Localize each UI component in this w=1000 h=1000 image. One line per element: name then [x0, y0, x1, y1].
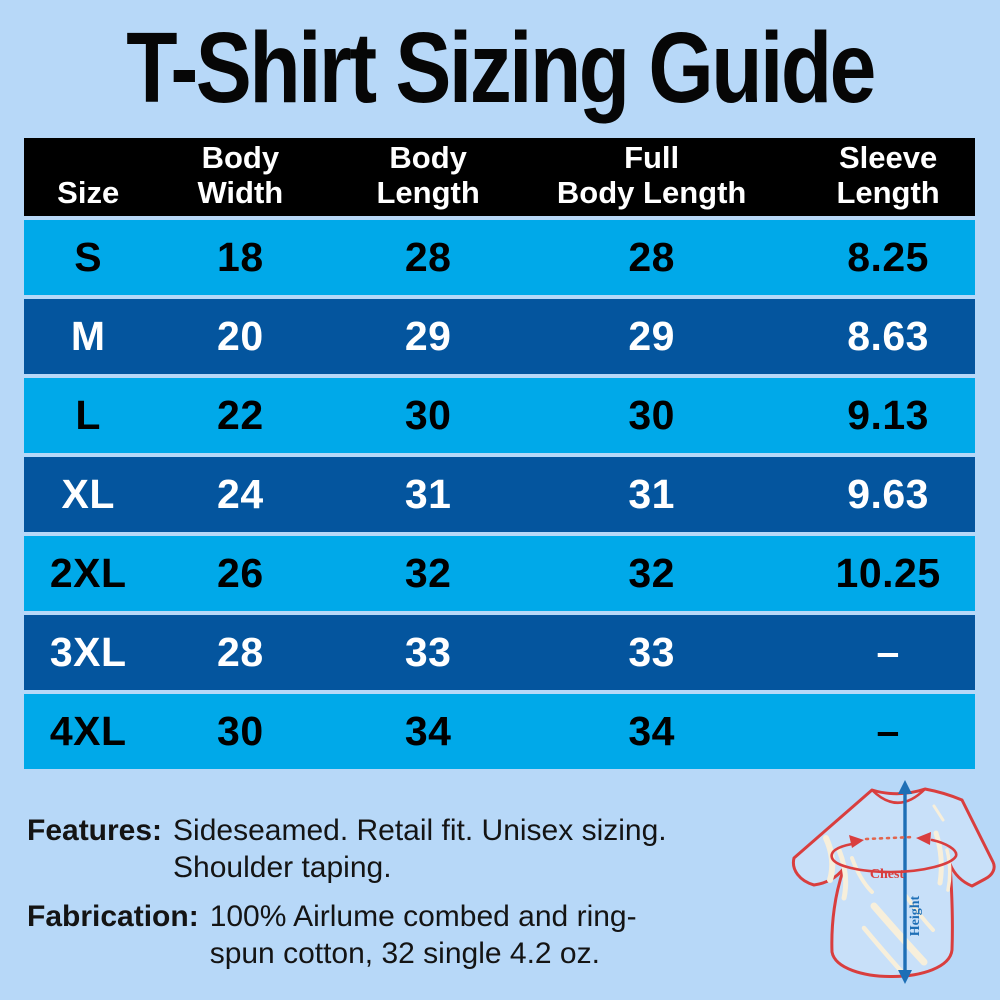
cell-sleeve_length: 8.63 — [847, 313, 929, 359]
column-header-full_body_length: Full Body Length — [556, 140, 747, 210]
cell-full_body_length: 33 — [628, 629, 675, 675]
cell-full_body_length: 30 — [628, 392, 675, 438]
height-arrow — [898, 780, 912, 984]
chest-arrow-left — [849, 835, 864, 848]
fabric-highlights — [823, 804, 952, 975]
cell-size: 4XL — [49, 708, 127, 754]
cell-sleeve_length: 10.25 — [835, 550, 941, 596]
cell-sleeve_length: 8.25 — [847, 234, 929, 280]
cell-body_width: 20 — [217, 313, 264, 359]
fabrication-line1: 100% Airlume combed and ring- — [209, 900, 637, 933]
features-note: Features: Sideseamed. Retail fit. Unisex… — [27, 812, 797, 886]
size-table: Size Body Width Body Length Full Body Length Sl… — [24, 138, 975, 769]
chest-dotted-line — [864, 835, 916, 841]
chest-loop — [830, 832, 958, 874]
size-row-S: S 18 28 28 8.25 — [24, 220, 975, 295]
cell-body_width: 28 — [217, 629, 264, 675]
column-header-sleeve_length: Sleeve Length — [836, 140, 940, 210]
cell-full_body_length: 31 — [628, 471, 675, 517]
cell-body_length: 29 — [404, 313, 452, 359]
fabrication-line2: spun cotton, 32 single 4.2 oz. — [209, 937, 600, 970]
cell-body_length: 30 — [404, 392, 452, 438]
cell-body_length: 28 — [404, 234, 452, 280]
column-header-body_length: Body Length — [376, 140, 480, 210]
cell-size: 2XL — [49, 550, 127, 596]
collar-line — [871, 788, 926, 804]
cell-full_body_length: 28 — [628, 234, 675, 280]
cell-full_body_length: 32 — [628, 550, 675, 596]
cell-full_body_length: 29 — [628, 313, 675, 359]
fabrication-label: Fabrication: — [27, 900, 199, 933]
table-body: S 18 28 28 8.25 M 20 29 29 8.63 L 22 30 30 9.13 XL 24 31 3… — [24, 220, 975, 769]
size-row-L: L 22 30 30 9.13 — [24, 378, 975, 453]
features-label: Features: — [27, 814, 163, 847]
table-header-row: Size Body Width Body Length Full Body Length Sl… — [24, 138, 975, 216]
column-header-size: Size — [57, 175, 120, 210]
cell-sleeve_length: 9.13 — [847, 392, 929, 438]
fabrication-note: Fabrication: 100% Airlume combed and rin… — [27, 898, 797, 972]
cell-body_length: 32 — [404, 550, 452, 596]
chest-arrow-right — [916, 832, 931, 845]
fabrication-text: 100% Airlume combed and ring-spun cotton… — [210, 898, 637, 972]
features-line2: Shoulder taping. — [173, 851, 392, 884]
cell-body_length: 33 — [404, 629, 452, 675]
tshirt-outline — [791, 787, 996, 978]
size-row-M: M 20 29 29 8.63 — [24, 299, 975, 374]
cell-size: XL — [61, 471, 115, 517]
cell-body_length: 31 — [404, 471, 452, 517]
cell-body_width: 18 — [217, 234, 264, 280]
features-line1: Sideseamed. Retail fit. Unisex sizing. — [173, 814, 667, 847]
cell-body_length: 34 — [404, 708, 452, 754]
cell-size: L — [75, 392, 101, 438]
cell-size: M — [70, 313, 106, 359]
page-title: T-Shirt Sizing Guide — [126, 12, 876, 124]
size-row-3XL: 3XL 28 33 33 – — [24, 615, 975, 690]
cell-full_body_length: 34 — [628, 708, 675, 754]
cell-size: S — [74, 234, 103, 280]
tshirt-measurement-diagram-icon: Chest Height — [791, 780, 996, 984]
cell-sleeve_length: 9.63 — [847, 471, 929, 517]
product-notes: Features: Sideseamed. Retail fit. Unisex… — [27, 812, 797, 984]
cell-body_width: 26 — [217, 550, 264, 596]
size-row-4XL: 4XL 30 34 34 – — [24, 694, 975, 769]
cell-body_width: 30 — [217, 708, 264, 754]
height-label: Height — [908, 895, 923, 936]
cell-body_width: 22 — [217, 392, 264, 438]
column-header-body_width: Body Width — [197, 140, 284, 210]
chest-label: Chest — [870, 867, 905, 882]
features-text: Sideseamed. Retail fit. Unisex sizing. Sh… — [173, 812, 667, 886]
cell-sleeve_length: – — [876, 629, 900, 675]
size-row-XL: XL 24 31 31 9.63 — [24, 457, 975, 532]
cell-body_width: 24 — [217, 471, 264, 517]
size-row-2XL: 2XL 26 32 32 10.25 — [24, 536, 975, 611]
cell-sleeve_length: – — [876, 708, 900, 754]
cell-size: 3XL — [49, 629, 127, 675]
